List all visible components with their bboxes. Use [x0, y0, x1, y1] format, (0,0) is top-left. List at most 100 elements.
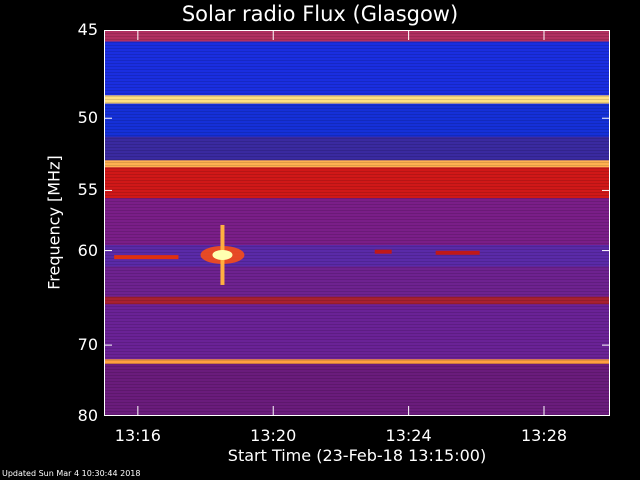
texture-line — [104, 258, 610, 259]
texture-line — [104, 300, 610, 301]
texture-line — [104, 321, 610, 322]
texture-line — [104, 318, 610, 319]
texture-line — [104, 198, 610, 199]
texture-line — [104, 384, 610, 385]
texture-line — [104, 408, 610, 409]
texture-line — [104, 144, 610, 145]
texture-line — [104, 393, 610, 394]
texture-line — [104, 219, 610, 220]
texture-line — [104, 39, 610, 40]
texture-line — [104, 69, 610, 70]
texture-line — [104, 279, 610, 280]
texture-line — [104, 363, 610, 364]
texture-line — [104, 114, 610, 115]
x-tick-label: 13:20 — [250, 426, 297, 445]
texture-line — [104, 45, 610, 46]
x-axis-label: Start Time (23-Feb-18 13:15:00) — [227, 446, 487, 465]
texture-line — [104, 180, 610, 181]
texture-line — [104, 216, 610, 217]
texture-line — [104, 228, 610, 229]
spectrogram-band — [104, 266, 610, 297]
texture-line — [104, 87, 610, 88]
texture-line — [104, 270, 610, 271]
plot-area — [104, 29, 610, 417]
spectrogram-band — [104, 167, 610, 199]
texture-line — [104, 222, 610, 223]
texture-line — [104, 411, 610, 412]
texture-line — [104, 399, 610, 400]
texture-line — [104, 132, 610, 133]
y-tick-label: 45 — [77, 20, 98, 39]
spectrogram-band — [104, 30, 610, 42]
spectrogram-band — [104, 103, 610, 137]
texture-line — [104, 150, 610, 151]
texture-line — [104, 315, 610, 316]
texture-line — [104, 402, 610, 403]
texture-line — [104, 294, 610, 295]
texture-line — [104, 273, 610, 274]
texture-line — [104, 252, 610, 253]
texture-line — [104, 285, 610, 286]
texture-line — [104, 120, 610, 121]
texture-line — [104, 333, 610, 334]
texture-line — [104, 276, 610, 277]
texture-line — [104, 168, 610, 169]
x-tick-label: 13:24 — [385, 426, 432, 445]
texture-line — [104, 60, 610, 61]
texture-line — [104, 42, 610, 43]
texture-line — [104, 117, 610, 118]
texture-line — [104, 387, 610, 388]
spectrogram-band — [104, 363, 610, 416]
texture-line — [104, 330, 610, 331]
y-tick-label: 80 — [77, 406, 98, 425]
texture-line — [104, 243, 610, 244]
y-axis-label: Frequency [MHz] — [44, 155, 64, 290]
emission-streak — [114, 255, 179, 260]
texture-line — [104, 309, 610, 310]
texture-line — [104, 414, 610, 415]
texture-line — [104, 159, 610, 160]
texture-line — [104, 381, 610, 382]
texture-line — [104, 66, 610, 67]
texture-line — [104, 105, 610, 106]
texture-line — [104, 261, 610, 262]
texture-line — [104, 348, 610, 349]
texture-line — [104, 306, 610, 307]
spectrogram-band — [104, 198, 610, 246]
spectrogram-svg — [104, 29, 610, 417]
texture-line — [104, 57, 610, 58]
texture-line — [104, 48, 610, 49]
spectrogram-band — [104, 359, 610, 364]
texture-line — [104, 240, 610, 241]
texture-line — [104, 231, 610, 232]
texture-line — [104, 303, 610, 304]
texture-line — [104, 183, 610, 184]
texture-line — [104, 291, 610, 292]
texture-line — [104, 36, 610, 37]
texture-line — [104, 129, 610, 130]
texture-line — [104, 234, 610, 235]
texture-line — [104, 405, 610, 406]
texture-line — [104, 81, 610, 82]
texture-line — [104, 327, 610, 328]
texture-line — [104, 192, 610, 193]
texture-line — [104, 264, 610, 265]
texture-line — [104, 207, 610, 208]
texture-line — [104, 360, 610, 361]
texture-line — [104, 210, 610, 211]
texture-line — [104, 282, 610, 283]
texture-line — [104, 153, 610, 154]
y-tick-label: 60 — [77, 240, 98, 260]
texture-line — [104, 96, 610, 97]
texture-line — [104, 396, 610, 397]
texture-line — [104, 99, 610, 100]
texture-line — [104, 72, 610, 73]
texture-line — [104, 345, 610, 346]
y-tick-label: 55 — [77, 180, 98, 200]
texture-line — [104, 111, 610, 112]
texture-line — [104, 195, 610, 196]
texture-line — [104, 93, 610, 94]
texture-line — [104, 51, 610, 52]
texture-line — [104, 369, 610, 370]
x-tick-label: 13:16 — [114, 426, 161, 445]
